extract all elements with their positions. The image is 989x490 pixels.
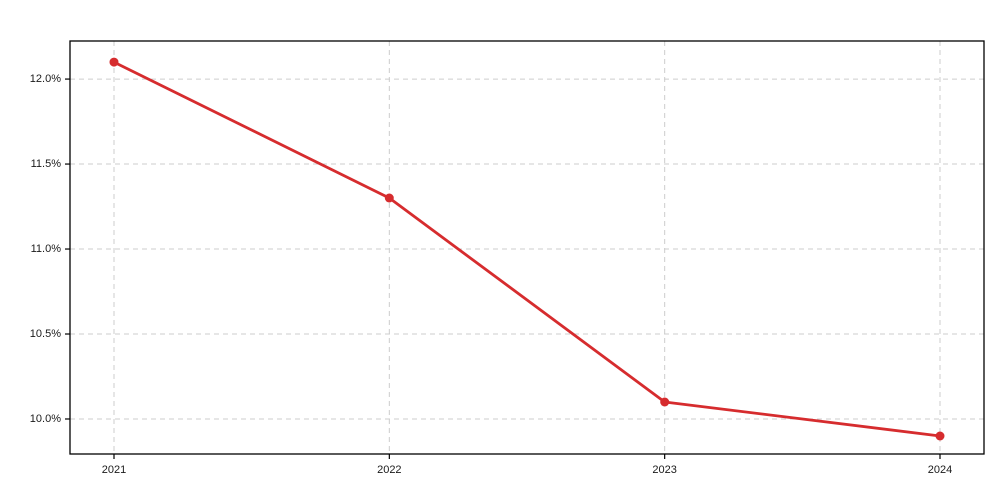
- data-point: [109, 57, 119, 67]
- data-point: [935, 431, 945, 441]
- x-tick-label: 2021: [102, 464, 126, 476]
- data-point: [660, 397, 670, 407]
- y-tick-label: 11.0%: [31, 243, 62, 255]
- x-tick-label: 2022: [377, 464, 401, 476]
- trend-line: [112, 60, 942, 438]
- y-tick-label: 10.0%: [30, 413, 61, 425]
- x-tick-label: 2023: [652, 464, 676, 476]
- y-tick-label: 12.0%: [30, 73, 61, 85]
- plot-spines: [69, 40, 985, 455]
- data-point: [384, 193, 394, 203]
- y-tick-label: 11.5%: [31, 158, 62, 170]
- y-tick-label: 10.5%: [30, 328, 61, 340]
- x-tick-label: 2024: [928, 464, 952, 476]
